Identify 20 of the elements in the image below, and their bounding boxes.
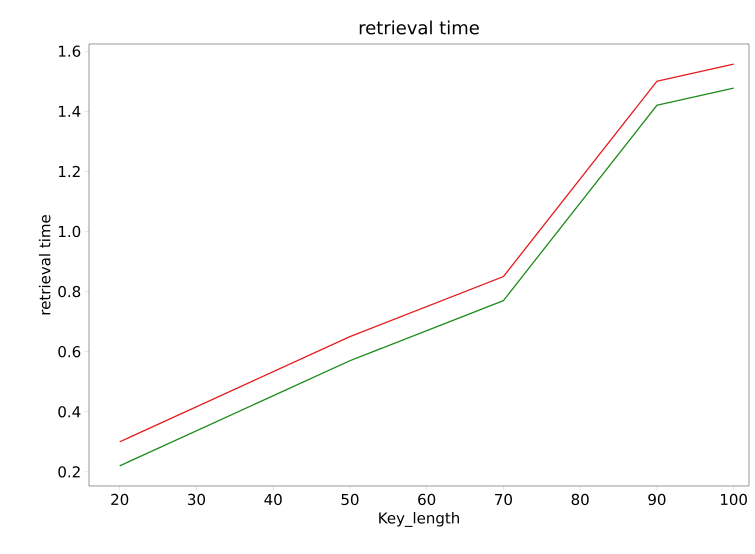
x-tick-label: 50 xyxy=(342,494,358,506)
x-tick-label: 70 xyxy=(495,494,512,506)
x-tick-label: 20 xyxy=(111,494,128,506)
y-axis-title: retrieval time xyxy=(38,215,50,314)
x-tick-label: 60 xyxy=(418,494,436,506)
y-tick-label: 0.2 xyxy=(58,466,80,478)
y-tick-label: 0.6 xyxy=(58,346,80,358)
y-tick-label: 1.6 xyxy=(59,46,80,57)
x-tick-label: 40 xyxy=(264,494,282,506)
x-tick-label: 90 xyxy=(648,494,666,506)
x-tick-label: 100 xyxy=(720,494,747,506)
x-axis-title: Key_length xyxy=(379,512,459,527)
y-tick-label: 1.2 xyxy=(59,166,80,177)
chart-title: retrieval time xyxy=(360,20,479,34)
x-tick-label: 30 xyxy=(188,494,205,506)
y-tick-label: 1.0 xyxy=(59,226,80,238)
x-tick-label: 80 xyxy=(572,494,589,506)
y-tick-label: 1.4 xyxy=(59,106,80,117)
y-tick-label: 0.8 xyxy=(58,286,80,298)
y-tick-label: 0.4 xyxy=(58,406,80,418)
